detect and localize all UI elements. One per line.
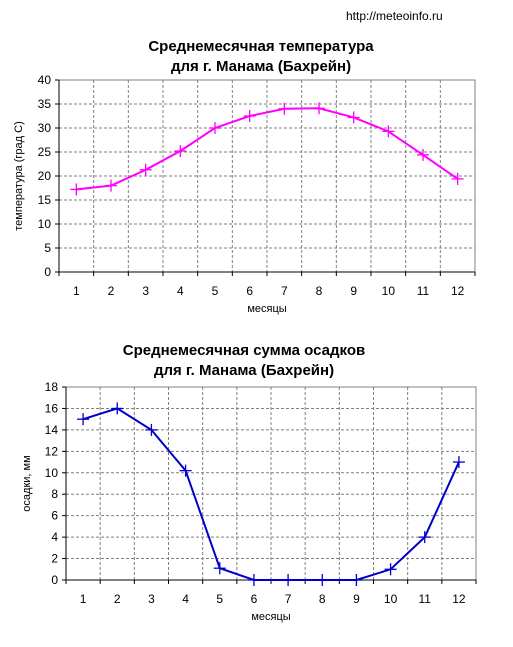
y-tick-label: 35	[38, 97, 52, 111]
x-tick-label: 1	[73, 284, 80, 298]
x-tick-label: 6	[246, 284, 253, 298]
x-tick-label: 8	[319, 592, 326, 606]
data-point-marker	[139, 163, 152, 176]
data-point-marker	[209, 122, 221, 134]
x-axis-label: месяцы	[247, 303, 286, 315]
x-tick-label: 2	[108, 284, 115, 298]
x-tick-label: 4	[177, 284, 184, 298]
x-axis-label: месяцы	[251, 611, 290, 623]
series-line	[76, 107, 459, 191]
y-tick-label: 10	[45, 466, 59, 480]
data-point-marker	[247, 574, 260, 586]
y-tick-label: 16	[45, 401, 59, 415]
y-tick-label: 2	[51, 552, 58, 566]
data-point-marker	[174, 145, 187, 158]
y-tick-label: 18	[45, 380, 59, 394]
x-tick-label: 12	[452, 592, 466, 606]
y-tick-label: 15	[38, 193, 52, 207]
x-tick-label: 12	[451, 284, 465, 298]
y-tick-label: 10	[38, 217, 52, 231]
y-tick-label: 30	[38, 121, 52, 135]
chart-title-line: для г. Манама (Бахрейн)	[154, 362, 334, 379]
x-tick-label: 3	[148, 592, 155, 606]
source-url: http://meteoinfo.ru	[346, 9, 443, 23]
data-point-marker	[105, 179, 117, 192]
data-point-marker	[384, 563, 397, 576]
x-tick-label: 11	[419, 592, 432, 606]
x-tick-label: 9	[353, 592, 360, 606]
data-point-marker	[282, 574, 295, 586]
x-tick-label: 8	[316, 284, 323, 298]
y-axis-label: осадки, мм	[21, 455, 33, 511]
x-tick-label: 2	[114, 592, 121, 606]
data-point-marker	[418, 531, 431, 544]
y-tick-label: 6	[51, 509, 58, 523]
x-tick-label: 6	[251, 592, 258, 606]
chart-title-line: для г. Манама (Бахрейн)	[171, 58, 351, 75]
x-tick-label: 10	[384, 592, 398, 606]
data-point-marker	[70, 183, 83, 196]
x-tick-label: 11	[417, 284, 430, 298]
data-point-marker	[417, 148, 429, 161]
chart-title-line: Среднемесячная сумма осадков	[123, 342, 365, 359]
x-tick-label: 4	[182, 592, 189, 606]
x-tick-label: 9	[350, 284, 357, 298]
data-point-marker	[243, 110, 256, 122]
y-tick-label: 0	[44, 265, 51, 279]
y-tick-label: 8	[51, 487, 58, 501]
y-tick-label: 25	[38, 145, 52, 159]
x-tick-label: 10	[382, 284, 396, 298]
series-line	[82, 407, 460, 581]
y-axis-label: температура (град С)	[13, 121, 25, 230]
y-tick-label: 14	[45, 423, 59, 437]
y-tick-label: 40	[38, 73, 52, 87]
y-tick-label: 0	[51, 573, 58, 587]
data-point-marker	[111, 402, 124, 415]
data-point-marker	[145, 423, 158, 436]
data-point-marker	[452, 456, 465, 469]
x-tick-label: 1	[80, 592, 87, 606]
y-tick-label: 20	[38, 169, 52, 183]
data-point-marker	[316, 574, 329, 586]
data-point-marker	[278, 102, 291, 115]
data-point-marker	[451, 172, 464, 185]
temperature-chart: Среднемесячная температура для г. Манама …	[13, 38, 476, 315]
x-tick-label: 7	[285, 592, 292, 606]
y-tick-label: 5	[44, 241, 51, 255]
y-tick-label: 12	[45, 444, 59, 458]
x-tick-label: 7	[281, 284, 288, 298]
data-point-marker	[179, 464, 192, 477]
data-point-marker	[350, 574, 363, 586]
data-point-marker	[213, 562, 226, 575]
data-point-marker	[382, 125, 395, 138]
data-point-marker	[313, 102, 325, 115]
x-tick-label: 5	[212, 284, 219, 298]
data-point-marker	[77, 413, 90, 426]
x-tick-label: 3	[142, 284, 149, 298]
data-point-marker	[347, 111, 360, 124]
y-tick-label: 4	[51, 530, 58, 544]
x-tick-label: 5	[216, 592, 223, 606]
chart-title-line: Среднемесячная температура	[148, 38, 374, 55]
